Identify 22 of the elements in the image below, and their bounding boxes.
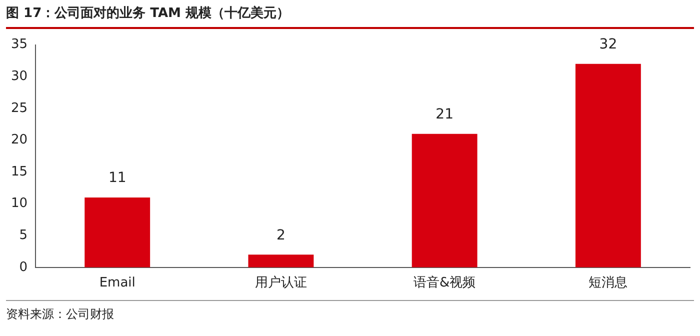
bar xyxy=(575,64,641,268)
data-label: 21 xyxy=(436,106,454,122)
data-label: 11 xyxy=(108,170,126,186)
x-tick-label: 语音&视频 xyxy=(414,276,476,291)
chart-title: 图 17：公司面对的业务 TAM 规模（十亿美元） xyxy=(6,4,694,29)
y-tick-label: 35 xyxy=(10,37,28,52)
bar xyxy=(412,134,478,268)
y-tick-label: 5 xyxy=(19,228,28,243)
data-label: 32 xyxy=(599,36,618,53)
y-tick-label: 30 xyxy=(10,68,28,84)
y-tick-label: 15 xyxy=(10,164,28,180)
text: 资料来源：公司财报 xyxy=(6,300,694,323)
y-tick-label: 25 xyxy=(10,100,28,116)
bar xyxy=(84,197,150,268)
y-tick-label: 20 xyxy=(10,132,28,148)
x-tick-label: Email xyxy=(99,276,136,291)
x-tick-label: 短消息 xyxy=(588,276,628,291)
bar xyxy=(248,254,314,268)
x-tick-label: 用户认证 xyxy=(254,276,307,291)
y-tick-label: 0 xyxy=(19,260,28,275)
data-label: 2 xyxy=(276,227,286,244)
y-tick-label: 10 xyxy=(10,196,28,212)
